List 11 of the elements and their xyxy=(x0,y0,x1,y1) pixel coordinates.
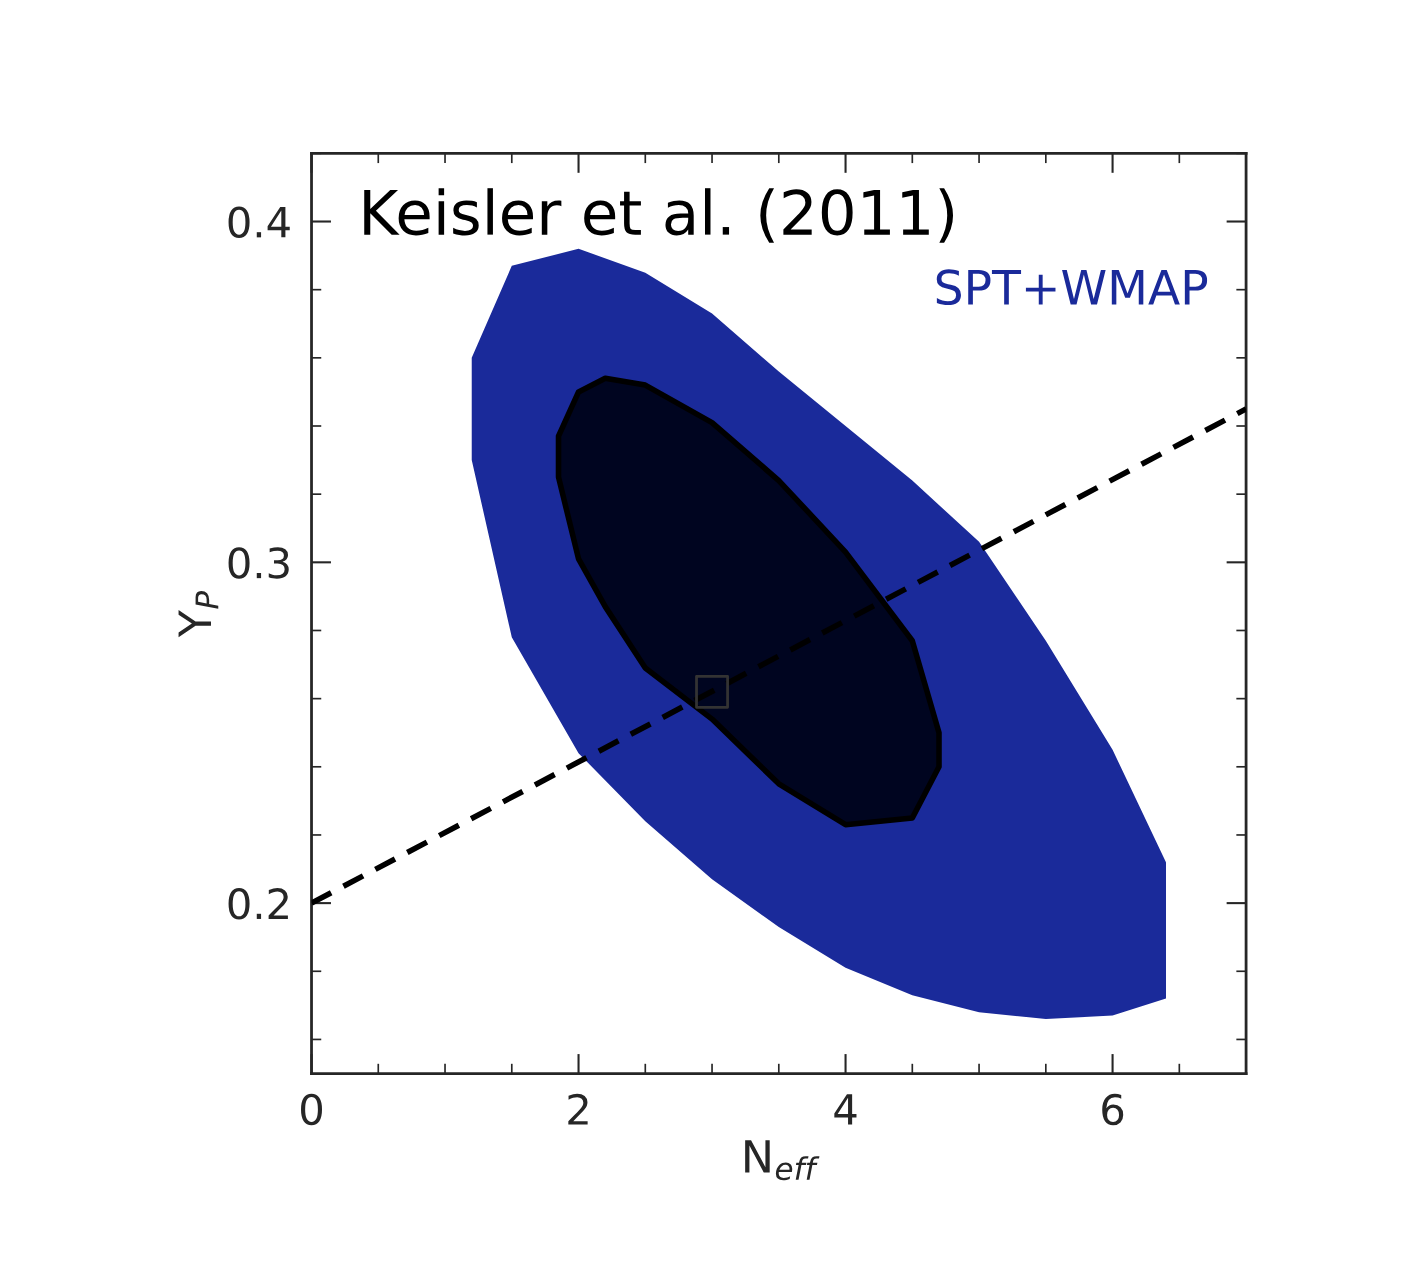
x-tick-label: 6 xyxy=(1102,1093,1124,1126)
y-tick-label: 0.2 xyxy=(228,888,288,920)
y-tick-label: 0.3 xyxy=(228,547,289,579)
y-axis-title: Y$_{P}$ xyxy=(178,590,219,638)
annotation: Keisler et al. (2011) xyxy=(364,188,954,243)
x-tick-label: 2 xyxy=(568,1093,588,1125)
x-tick-label: 0 xyxy=(301,1093,323,1126)
x-axis-title: N$_{eff}$ xyxy=(745,1140,820,1181)
y-tick-label: 0.4 xyxy=(228,206,290,238)
annotation: SPT+WMAP xyxy=(936,269,1208,306)
x-tick-label: 4 xyxy=(834,1094,857,1125)
